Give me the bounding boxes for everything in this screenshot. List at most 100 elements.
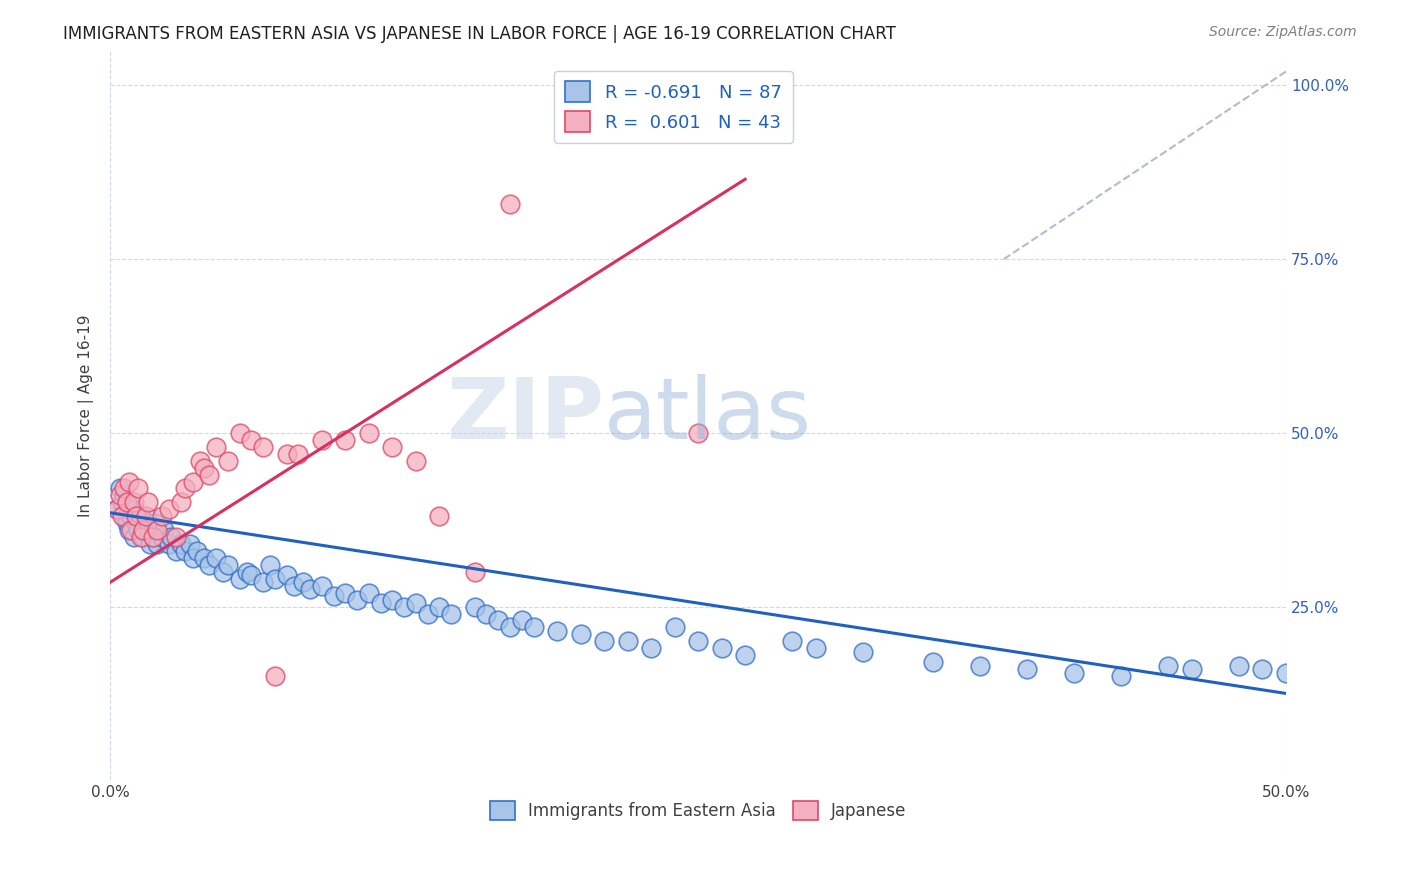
Point	[170, 537, 193, 551]
Point	[132, 523, 155, 537]
Point	[1111, 669, 1133, 683]
Point	[405, 453, 427, 467]
Point	[198, 467, 221, 482]
Point	[710, 641, 733, 656]
Point	[111, 509, 134, 524]
Point	[357, 425, 380, 440]
Point	[127, 482, 149, 496]
Point	[165, 544, 187, 558]
Point	[370, 596, 392, 610]
Point	[252, 575, 274, 590]
Point	[132, 530, 155, 544]
Point	[122, 502, 145, 516]
Point	[142, 530, 165, 544]
Point	[205, 440, 228, 454]
Point	[136, 523, 159, 537]
Point	[475, 607, 498, 621]
Point	[259, 558, 281, 572]
Point	[322, 589, 344, 603]
Point	[122, 495, 145, 509]
Point	[1227, 658, 1250, 673]
Point	[1017, 662, 1039, 676]
Point	[464, 565, 486, 579]
Point	[150, 509, 173, 524]
Point	[134, 509, 156, 524]
Point	[112, 488, 135, 502]
Point	[136, 495, 159, 509]
Point	[181, 550, 204, 565]
Point	[240, 433, 263, 447]
Point	[115, 495, 138, 509]
Point	[105, 502, 128, 516]
Point	[522, 620, 544, 634]
Point	[311, 433, 333, 447]
Point	[134, 516, 156, 531]
Point	[108, 482, 131, 496]
Point	[228, 572, 250, 586]
Point	[593, 634, 616, 648]
Point	[112, 509, 135, 524]
Point	[346, 592, 368, 607]
Point	[1063, 665, 1085, 680]
Point	[569, 627, 592, 641]
Point	[263, 669, 285, 683]
Point	[311, 579, 333, 593]
Point	[688, 425, 710, 440]
Point	[429, 599, 451, 614]
Point	[616, 634, 638, 648]
Point	[299, 582, 322, 597]
Point	[174, 544, 197, 558]
Point	[188, 453, 211, 467]
Point	[118, 523, 141, 537]
Point	[546, 624, 568, 638]
Point	[105, 502, 128, 516]
Point	[499, 620, 522, 634]
Point	[381, 440, 404, 454]
Point	[276, 568, 298, 582]
Point	[198, 558, 221, 572]
Point	[263, 572, 285, 586]
Point	[392, 599, 415, 614]
Point	[122, 530, 145, 544]
Point	[287, 447, 309, 461]
Text: Source: ZipAtlas.com: Source: ZipAtlas.com	[1209, 25, 1357, 39]
Point	[143, 516, 166, 531]
Point	[186, 544, 208, 558]
Point	[112, 482, 135, 496]
Point	[440, 607, 463, 621]
Point	[212, 565, 235, 579]
Point	[118, 502, 141, 516]
Point	[115, 495, 138, 509]
Point	[235, 565, 257, 579]
Point	[969, 658, 991, 673]
Point	[276, 447, 298, 461]
Point	[153, 523, 176, 537]
Point	[734, 648, 756, 663]
Point	[179, 537, 201, 551]
Point	[150, 530, 173, 544]
Point	[283, 579, 305, 593]
Point	[142, 530, 165, 544]
Point	[357, 585, 380, 599]
Point	[157, 502, 180, 516]
Point	[240, 568, 263, 582]
Point	[217, 558, 239, 572]
Point	[1275, 665, 1298, 680]
Point	[852, 645, 875, 659]
Point	[780, 634, 803, 648]
Point	[569, 86, 592, 100]
Y-axis label: In Labor Force | Age 16-19: In Labor Force | Age 16-19	[79, 314, 94, 516]
Text: atlas: atlas	[605, 374, 813, 457]
Point	[217, 453, 239, 467]
Point	[804, 641, 827, 656]
Point	[181, 475, 204, 489]
Point	[165, 530, 187, 544]
Point	[405, 596, 427, 610]
Point	[108, 488, 131, 502]
Point	[1157, 658, 1180, 673]
Point	[688, 634, 710, 648]
Point	[129, 530, 152, 544]
Point	[429, 509, 451, 524]
Point	[139, 537, 162, 551]
Point	[111, 495, 134, 509]
